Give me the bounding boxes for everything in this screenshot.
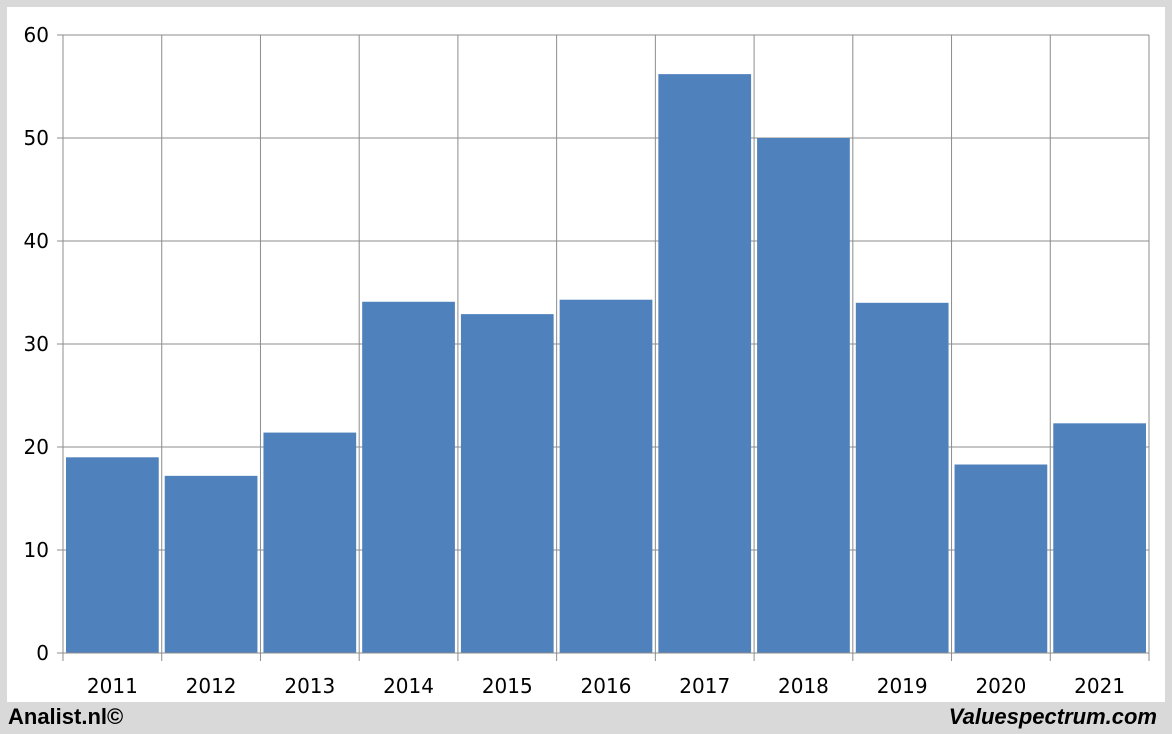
y-tick-label: 20 <box>24 435 49 459</box>
tick-labels: 0 10 20 30 40 50 60 2011 2012 2013 2014 2015 2016 201… <box>24 23 1126 698</box>
bar-2017 <box>658 74 752 653</box>
bar-2021 <box>1053 423 1146 653</box>
bar-2019 <box>855 302 949 653</box>
grid-lines <box>62 34 1150 661</box>
chart-panel: 0 10 20 30 40 50 60 2011 2012 2013 2014 2015 2016 201… <box>7 7 1165 702</box>
x-tick-label: 2011 <box>87 674 138 698</box>
footer-source-right: Valuespectrum.com <box>948 704 1157 729</box>
x-tick-label: 2017 <box>679 674 730 698</box>
x-tick-label: 2014 <box>383 674 434 698</box>
bar-2015 <box>460 314 554 653</box>
x-tick-label: 2015 <box>482 674 533 698</box>
y-tick-label: 40 <box>24 229 49 253</box>
bar-2012 <box>164 475 258 653</box>
bar-2016 <box>559 299 653 653</box>
bar-chart: 0 10 20 30 40 50 60 2011 2012 2013 2014 2015 2016 201… <box>24 23 1150 698</box>
y-tick-label: 10 <box>24 538 49 562</box>
y-tick-label: 50 <box>24 126 49 150</box>
y-tick-label: 60 <box>24 23 49 47</box>
bar-2018 <box>757 138 850 653</box>
bars <box>66 74 1146 653</box>
x-tick-label: 2018 <box>778 674 829 698</box>
bar-2011 <box>66 457 159 653</box>
x-tick-label: 2019 <box>877 674 928 698</box>
axes <box>57 34 1149 654</box>
bar-2014 <box>362 301 455 653</box>
y-tick-label: 30 <box>24 332 49 356</box>
x-tick-label: 2020 <box>975 674 1026 698</box>
x-tick-label: 2021 <box>1074 674 1125 698</box>
x-tick-label: 2013 <box>284 674 335 698</box>
bar-2013 <box>263 432 357 653</box>
footer-source-left: Analist.nl© <box>8 704 124 729</box>
x-tick-label: 2012 <box>186 674 237 698</box>
y-tick-label: 0 <box>36 641 49 665</box>
x-tick-label: 2016 <box>581 674 632 698</box>
bar-2020 <box>954 464 1048 653</box>
